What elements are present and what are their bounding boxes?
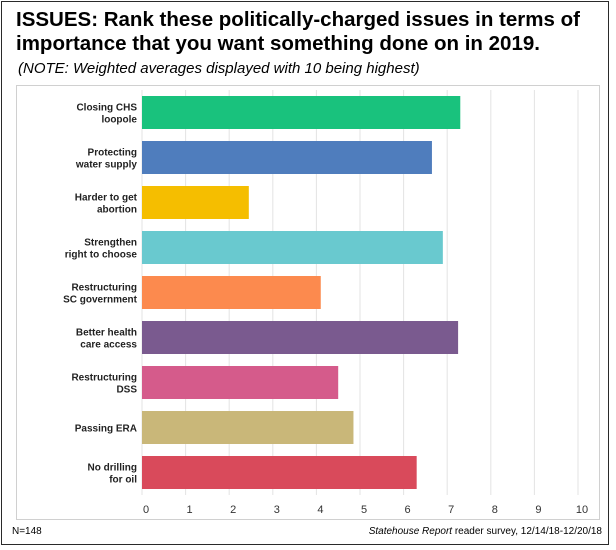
category-label: No drilling [88, 463, 137, 474]
x-tick-label: 10 [576, 504, 588, 516]
x-tick-label: 4 [317, 504, 323, 516]
category-label: for oil [109, 475, 137, 486]
bar [142, 276, 321, 309]
category-label: Protecting [88, 148, 137, 159]
category-label: Closing CHS [76, 103, 137, 114]
bar [142, 456, 417, 489]
bar [142, 231, 443, 264]
slide-frame [1, 1, 609, 545]
x-tick-label: 3 [274, 504, 280, 516]
x-tick-label: 8 [492, 504, 498, 516]
category-label: Better health [76, 328, 137, 339]
sample-size: N=148 [12, 526, 42, 537]
x-tick-label: 5 [361, 504, 367, 516]
x-tick-label: 1 [187, 504, 193, 516]
category-label: water supply [75, 160, 138, 171]
category-label: Passing ERA [75, 424, 137, 435]
x-tick-label: 7 [448, 504, 454, 516]
bar [142, 321, 459, 354]
x-tick-label: 2 [230, 504, 236, 516]
category-label: SC government [63, 295, 138, 306]
source-details: reader survey, 12/14/18-12/20/18 [452, 526, 602, 537]
category-label: Strengthen [84, 238, 137, 249]
category-label: DSS [116, 385, 137, 396]
bar [142, 366, 339, 399]
category-label: care access [80, 340, 137, 351]
source-note: Statehouse Report reader survey, 12/14/1… [369, 526, 602, 537]
bar [142, 186, 249, 219]
category-label: right to choose [65, 250, 138, 261]
category-label: abortion [97, 205, 137, 216]
slide-title: ISSUES: Rank these politically-charged i… [16, 8, 580, 55]
bar [142, 96, 461, 129]
x-tick-label: 9 [535, 504, 541, 516]
category-label: loopole [101, 115, 137, 126]
category-label: Restructuring [71, 283, 137, 294]
bar [142, 411, 354, 444]
chart-panel [16, 85, 600, 520]
category-label: Harder to get [75, 193, 138, 204]
x-tick-label: 0 [143, 504, 149, 516]
category-label: Restructuring [71, 373, 137, 384]
source-publication: Statehouse Report [368, 526, 453, 537]
x-tick-label: 6 [405, 504, 411, 516]
bar [142, 141, 432, 174]
slide-note: (NOTE: Weighted averages displayed with … [18, 60, 420, 77]
